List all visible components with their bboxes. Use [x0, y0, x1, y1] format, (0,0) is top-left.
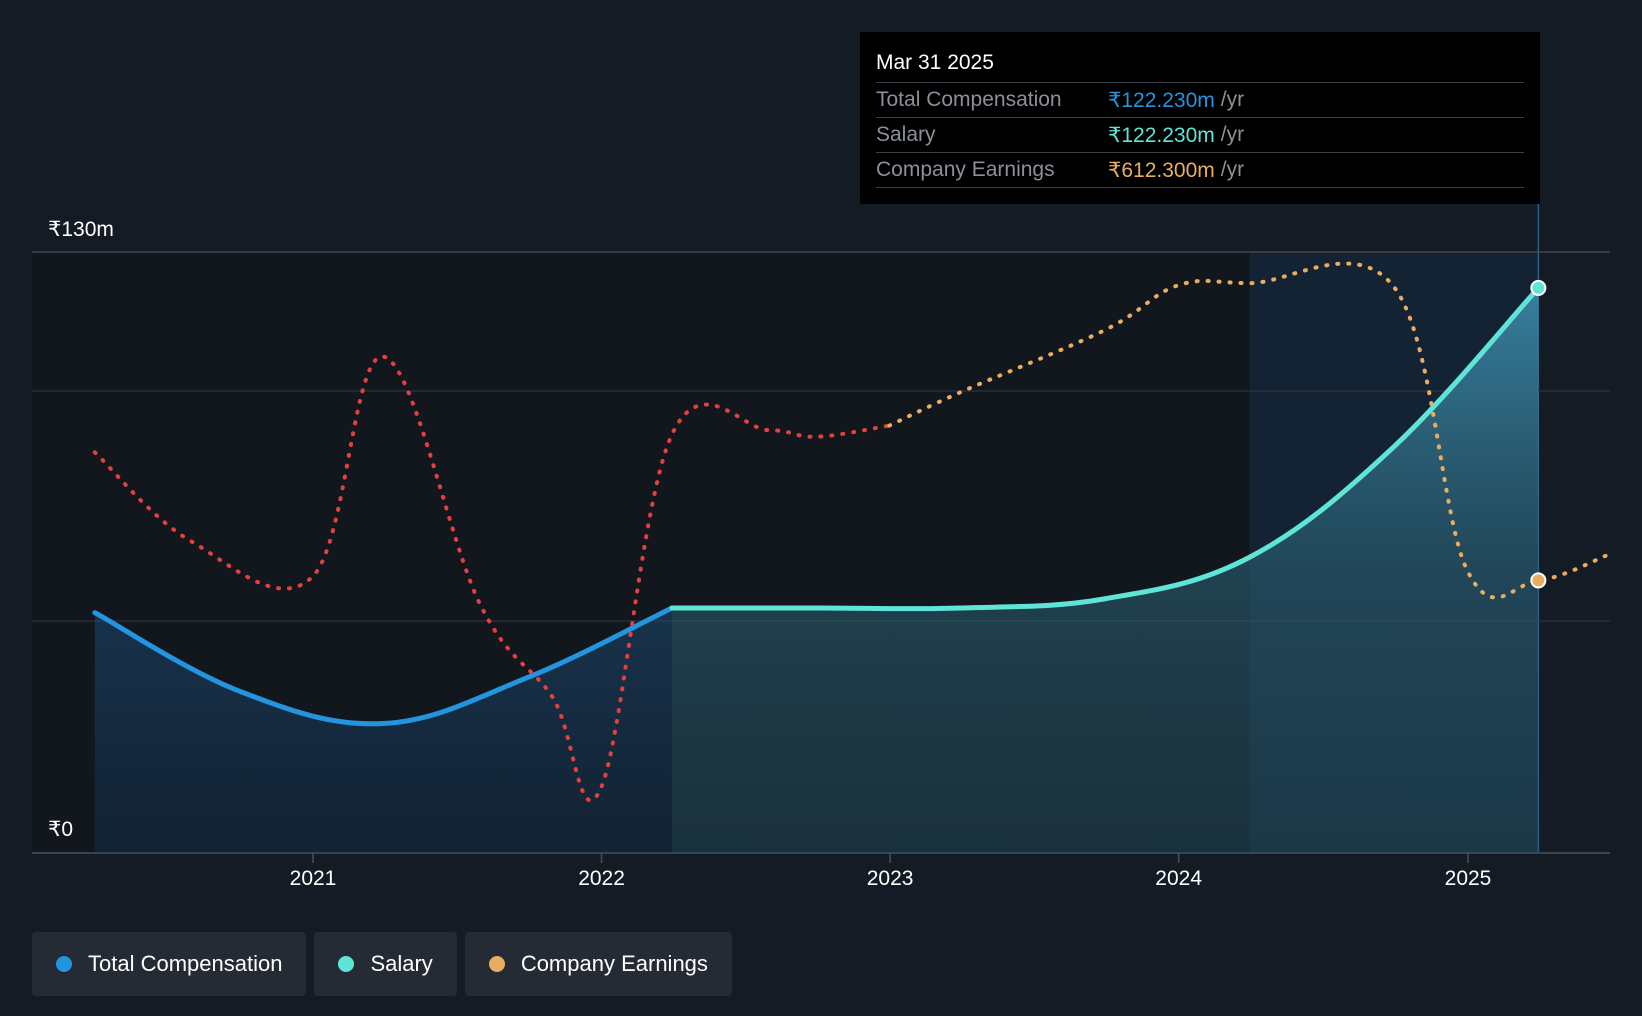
- tooltip-date: Mar 31 2025: [876, 51, 994, 74]
- salary-area: [671, 287, 1539, 854]
- total-compensation-line: [92, 605, 675, 727]
- salary-marker: [1530, 279, 1547, 296]
- legend-item-salary[interactable]: Salary: [314, 932, 457, 996]
- tooltip: Mar 31 2025 Total Compensation ₹122.230m…: [860, 32, 1540, 204]
- y-tick-label: ₹0: [48, 818, 73, 841]
- total-compensation-area: [94, 607, 672, 853]
- x-tick-label: 2022: [578, 867, 625, 890]
- legend-label: Total Compensation: [88, 951, 283, 976]
- tooltip-row-salary: Salary ₹122.230m /yr: [876, 117, 1524, 152]
- tooltip-row-total-compensation: Total Compensation ₹122.230m /yr: [876, 82, 1524, 117]
- legend: Total Compensation Salary Company Earnin…: [32, 932, 732, 996]
- company-earnings-line-declining: [92, 354, 892, 803]
- legend-label: Company Earnings: [520, 951, 708, 976]
- company-earnings-line: [887, 261, 1613, 600]
- x-tick-label: 2023: [867, 867, 914, 890]
- tooltip-label: Company Earnings: [876, 158, 1055, 181]
- tooltip-value: ₹122.230m: [1108, 123, 1215, 147]
- legend-dot-icon: [488, 956, 505, 972]
- tooltip-row-company-earnings: Company Earnings ₹612.300m /yr: [876, 152, 1524, 188]
- legend-dot-icon: [338, 956, 355, 972]
- legend-item-company-earnings[interactable]: Company Earnings: [464, 932, 732, 996]
- tooltip-unit: /yr: [1220, 123, 1245, 146]
- tooltip-unit: /yr: [1220, 88, 1245, 111]
- legend-item-total-compensation[interactable]: Total Compensation: [32, 932, 307, 996]
- tooltip-label: Salary: [876, 123, 936, 146]
- x-tick-label: 2021: [290, 867, 337, 890]
- legend-label: Salary: [370, 951, 433, 976]
- tooltip-value: ₹612.300m: [1108, 158, 1215, 182]
- x-tick-label: 2024: [1155, 867, 1202, 890]
- company-earnings-marker: [1530, 572, 1547, 589]
- y-tick-label: ₹130m: [48, 218, 114, 241]
- tooltip-label: Total Compensation: [876, 88, 1062, 111]
- legend-dot-icon: [56, 956, 72, 972]
- tooltip-value: ₹122.230m: [1108, 88, 1215, 112]
- tooltip-unit: /yr: [1220, 158, 1245, 181]
- salary-line: [669, 285, 1541, 612]
- x-tick-label: 2025: [1445, 867, 1492, 890]
